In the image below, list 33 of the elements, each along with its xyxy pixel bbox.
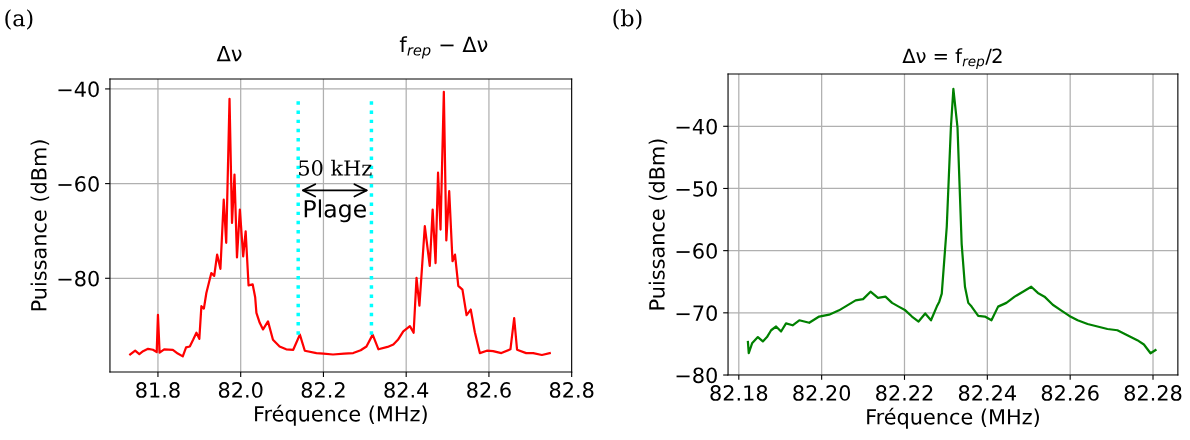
x-axis-title: Fréquence (MHz) xyxy=(255,404,427,426)
chart-title: Δν = f$_{rep}$/2 xyxy=(902,48,1002,69)
y-tick-label: −50 xyxy=(676,180,717,197)
x-tick-label: 82.8 xyxy=(549,382,594,398)
y-axis-title: Puissance (dBm) xyxy=(648,139,668,310)
y-axis-title: Puissance (dBm) xyxy=(30,140,50,311)
x-tick-label: 81.8 xyxy=(136,382,180,398)
x-tick-label: 82.26 xyxy=(1041,385,1099,401)
x-tick-label: 82.0 xyxy=(218,382,263,398)
annotation: f$_{rep}$ − Δν xyxy=(399,36,488,59)
annotation: 50 kHz xyxy=(299,159,372,176)
y-tick-label: −80 xyxy=(676,367,717,384)
line-series xyxy=(129,90,551,358)
annotation: Δν xyxy=(216,46,242,62)
x-tick-label: 82.24 xyxy=(958,385,1016,401)
x-tick-label: 82.22 xyxy=(876,385,933,401)
y-tick-label: −40 xyxy=(58,81,99,98)
x-tick-label: 82.20 xyxy=(793,385,851,401)
text: (b) xyxy=(613,9,642,30)
x-axis-title: Fréquence (MHz) xyxy=(867,407,1039,429)
text: (a) xyxy=(5,9,33,30)
y-tick-label: −70 xyxy=(676,305,717,322)
x-tick-label: 82.4 xyxy=(384,382,429,398)
line-series xyxy=(746,87,1157,355)
y-tick-label: −60 xyxy=(58,176,99,192)
x-tick-label: 82.18 xyxy=(710,385,768,401)
x-tick-label: 82.28 xyxy=(1124,385,1182,401)
annotation: Plage xyxy=(304,199,366,223)
y-tick-label: −40 xyxy=(676,118,717,135)
x-tick-label: 82.2 xyxy=(301,382,345,398)
y-tick-label: −60 xyxy=(676,243,717,259)
x-tick-label: 82.6 xyxy=(467,382,511,398)
y-tick-label: −80 xyxy=(58,270,99,287)
